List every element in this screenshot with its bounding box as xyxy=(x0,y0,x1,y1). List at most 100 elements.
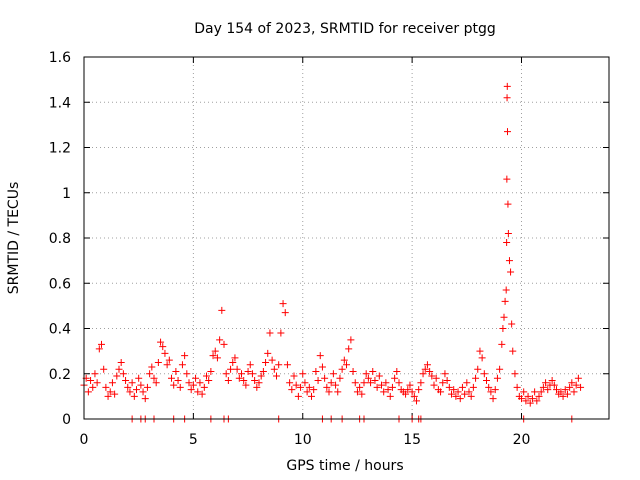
data-point xyxy=(380,388,388,396)
chart-title: Day 154 of 2023, SRMTID for receiver ptg… xyxy=(194,21,496,37)
data-point xyxy=(84,388,92,396)
data-point xyxy=(251,377,259,385)
x-axis-label: GPS time / hours xyxy=(286,458,403,474)
axis-ticks: 0 0.2 0.4 0.6 0.8 1 1.2 1.4 1.6 0 5 10 15 20 xyxy=(49,50,609,448)
x-tick-label: 5 xyxy=(189,432,198,448)
data-point xyxy=(185,379,193,387)
data-point xyxy=(240,377,248,385)
data-point xyxy=(483,377,490,385)
data-point xyxy=(290,372,298,380)
data-point xyxy=(476,347,484,355)
data-point xyxy=(327,379,335,387)
x-tick-label: 10 xyxy=(294,432,312,448)
data-point xyxy=(393,367,401,375)
data-point xyxy=(196,379,204,387)
data-point xyxy=(458,383,466,391)
data-point xyxy=(441,370,449,378)
data-point xyxy=(439,379,447,387)
data-point xyxy=(205,377,213,385)
data-point xyxy=(294,392,302,400)
data-point xyxy=(299,370,307,378)
y-axis-label: SRMTID / TECUs xyxy=(6,182,22,295)
data-point xyxy=(323,383,331,391)
data-point xyxy=(176,383,184,391)
data-point xyxy=(137,381,145,389)
data-point xyxy=(369,367,377,375)
y-tick-label: 0.8 xyxy=(49,231,71,247)
data-point xyxy=(161,349,169,357)
data-point xyxy=(577,383,585,391)
data-point xyxy=(203,372,210,380)
data-point xyxy=(301,379,309,387)
data-point xyxy=(520,388,528,396)
data-point xyxy=(119,370,127,378)
data-point xyxy=(111,390,119,398)
data-point xyxy=(334,388,342,396)
data-point xyxy=(353,388,361,396)
data-point xyxy=(430,381,438,389)
data-point xyxy=(150,374,158,382)
x-tick-label: 15 xyxy=(403,432,421,448)
data-point xyxy=(423,361,431,369)
data-point xyxy=(504,200,512,208)
y-tick-label: 0.4 xyxy=(49,322,71,338)
data-point xyxy=(465,388,473,396)
data-point xyxy=(367,379,375,387)
data-point xyxy=(165,356,173,364)
data-point xyxy=(255,379,263,387)
data-point xyxy=(181,352,189,360)
data-point xyxy=(550,381,558,389)
y-tick-label: 0.2 xyxy=(49,367,71,383)
data-point xyxy=(178,361,186,369)
data-point xyxy=(194,388,202,396)
data-point xyxy=(362,370,370,378)
data-point xyxy=(152,379,160,387)
data-point xyxy=(559,392,567,400)
data-point xyxy=(504,128,511,136)
data-point xyxy=(332,381,340,389)
data-point xyxy=(445,383,453,391)
data-point xyxy=(192,374,200,382)
data-point xyxy=(87,377,95,385)
data-point xyxy=(168,374,175,382)
data-point xyxy=(308,392,315,400)
data-point xyxy=(553,386,560,394)
data-point xyxy=(338,365,346,373)
data-point xyxy=(264,349,272,357)
data-point xyxy=(345,345,353,353)
data-point xyxy=(113,372,121,380)
y-tick-label: 1.2 xyxy=(49,141,71,157)
data-point xyxy=(542,379,550,387)
data-point xyxy=(130,392,138,400)
data-point xyxy=(268,356,276,364)
data-point xyxy=(297,383,305,391)
data-point xyxy=(231,354,239,362)
data-point xyxy=(544,386,552,394)
data-point xyxy=(321,374,329,382)
data-point xyxy=(463,379,471,387)
data-point xyxy=(336,374,344,382)
data-point xyxy=(222,370,230,378)
data-point xyxy=(312,367,320,375)
data-point xyxy=(133,386,140,394)
data-point xyxy=(413,397,420,405)
data-point xyxy=(364,374,372,382)
y-tick-label: 0 xyxy=(62,412,71,428)
data-point xyxy=(443,377,451,385)
data-point xyxy=(485,383,493,391)
data-point xyxy=(456,395,464,403)
data-point xyxy=(235,374,243,382)
data-point xyxy=(347,336,355,344)
data-point xyxy=(524,392,532,400)
data-point xyxy=(570,388,578,396)
data-point xyxy=(229,358,237,366)
data-point xyxy=(539,383,547,391)
data-point xyxy=(248,370,256,378)
data-point xyxy=(502,286,510,294)
data-point xyxy=(474,365,482,373)
data-point xyxy=(318,363,326,371)
data-point xyxy=(537,388,545,396)
data-point xyxy=(233,365,241,373)
data-point xyxy=(450,386,458,394)
data-point xyxy=(505,257,513,265)
